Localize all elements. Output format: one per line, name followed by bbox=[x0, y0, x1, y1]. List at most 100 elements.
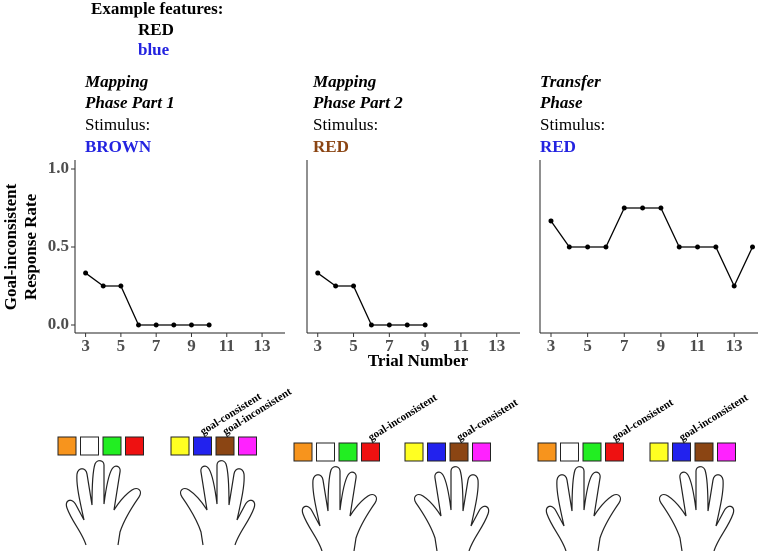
point bbox=[153, 322, 159, 328]
key bbox=[361, 442, 380, 462]
panel-title: Phase Part 1 bbox=[84, 93, 175, 112]
panel-title: Transfer bbox=[540, 72, 601, 91]
key bbox=[102, 436, 122, 456]
key bbox=[717, 442, 736, 462]
panel-title: Mapping bbox=[84, 72, 149, 91]
panel-title: Mapping bbox=[312, 72, 377, 91]
x-tick-label: 7 bbox=[620, 336, 629, 355]
panel-title: Phase Part 2 bbox=[312, 93, 403, 112]
x-tick-label: 5 bbox=[583, 336, 592, 355]
y-tick-label: 0.5 bbox=[48, 236, 69, 255]
key bbox=[605, 442, 624, 462]
x-tick-label: 9 bbox=[187, 336, 196, 355]
point bbox=[658, 205, 664, 211]
point bbox=[351, 283, 357, 289]
point bbox=[83, 270, 89, 276]
hand bbox=[65, 460, 142, 546]
key bbox=[672, 442, 691, 462]
point bbox=[713, 244, 719, 250]
x-tick-label: 11 bbox=[453, 336, 469, 355]
stimulus-label: Stimulus: bbox=[313, 115, 378, 134]
point bbox=[566, 244, 572, 250]
point bbox=[333, 283, 339, 289]
point bbox=[585, 244, 591, 250]
x-tick-label: 5 bbox=[117, 336, 126, 355]
example-item: RED bbox=[138, 20, 174, 39]
point bbox=[548, 218, 554, 224]
y-axis-label: Response Rate bbox=[21, 193, 40, 300]
hand bbox=[179, 460, 256, 546]
key bbox=[537, 442, 557, 462]
key-label: goal-inconsistent bbox=[677, 392, 751, 444]
point bbox=[118, 283, 124, 289]
key bbox=[193, 436, 212, 456]
stimulus-label: Stimulus: bbox=[540, 115, 605, 134]
point bbox=[206, 322, 212, 328]
key-label: goal-inconsistent bbox=[366, 392, 440, 444]
x-tick-label: 7 bbox=[385, 336, 394, 355]
point bbox=[676, 244, 682, 250]
stimulus: RED bbox=[313, 137, 349, 156]
y-axis-label: Goal-inconsistent bbox=[1, 183, 20, 310]
point bbox=[188, 322, 194, 328]
point bbox=[640, 205, 646, 211]
key bbox=[472, 442, 491, 462]
key-label: goal-consistent bbox=[455, 396, 521, 443]
example-item: blue bbox=[138, 40, 170, 59]
x-tick-label: 3 bbox=[313, 336, 322, 355]
key bbox=[338, 442, 358, 462]
key bbox=[404, 442, 424, 462]
x-tick-label: 11 bbox=[219, 336, 235, 355]
x-tick-label: 13 bbox=[254, 336, 271, 355]
y-tick-label: 0.0 bbox=[48, 314, 69, 333]
key bbox=[80, 436, 99, 456]
x-tick-label: 11 bbox=[690, 336, 706, 355]
x-tick-label: 13 bbox=[726, 336, 743, 355]
x-tick-label: 7 bbox=[152, 336, 161, 355]
key bbox=[694, 442, 714, 462]
hand bbox=[301, 466, 378, 551]
point bbox=[750, 244, 756, 250]
point bbox=[171, 322, 177, 328]
key bbox=[316, 442, 335, 462]
point bbox=[368, 322, 374, 328]
panel-title: Phase bbox=[539, 93, 583, 112]
key bbox=[560, 442, 579, 462]
line bbox=[85, 272, 210, 326]
key bbox=[582, 442, 602, 462]
y-tick-label: 1.0 bbox=[48, 158, 69, 177]
point bbox=[404, 322, 410, 328]
example-title: Example features: bbox=[91, 0, 223, 18]
key bbox=[427, 442, 446, 462]
point bbox=[695, 244, 701, 250]
point bbox=[422, 322, 428, 328]
key-label: goal-consistent bbox=[610, 396, 676, 443]
point bbox=[315, 270, 321, 276]
stimulus: RED bbox=[540, 137, 576, 156]
key bbox=[238, 436, 257, 456]
key bbox=[449, 442, 469, 462]
point bbox=[621, 205, 627, 211]
point bbox=[136, 322, 142, 328]
x-tick-label: 9 bbox=[421, 336, 430, 355]
key bbox=[215, 436, 235, 456]
key bbox=[57, 436, 77, 456]
x-axis-label: Trial Number bbox=[368, 351, 469, 370]
line bbox=[550, 207, 754, 288]
line bbox=[317, 272, 426, 326]
x-tick-label: 9 bbox=[657, 336, 666, 355]
stimulus-label: Stimulus: bbox=[85, 115, 150, 134]
point bbox=[386, 322, 392, 328]
hand bbox=[545, 466, 622, 551]
key bbox=[293, 442, 313, 462]
key bbox=[125, 436, 144, 456]
x-tick-label: 13 bbox=[488, 336, 505, 355]
x-tick-label: 3 bbox=[81, 336, 90, 355]
point bbox=[100, 283, 106, 289]
x-tick-label: 5 bbox=[349, 336, 358, 355]
x-tick-label: 3 bbox=[547, 336, 556, 355]
hand bbox=[413, 466, 490, 551]
key bbox=[170, 436, 190, 456]
hand bbox=[658, 466, 735, 551]
